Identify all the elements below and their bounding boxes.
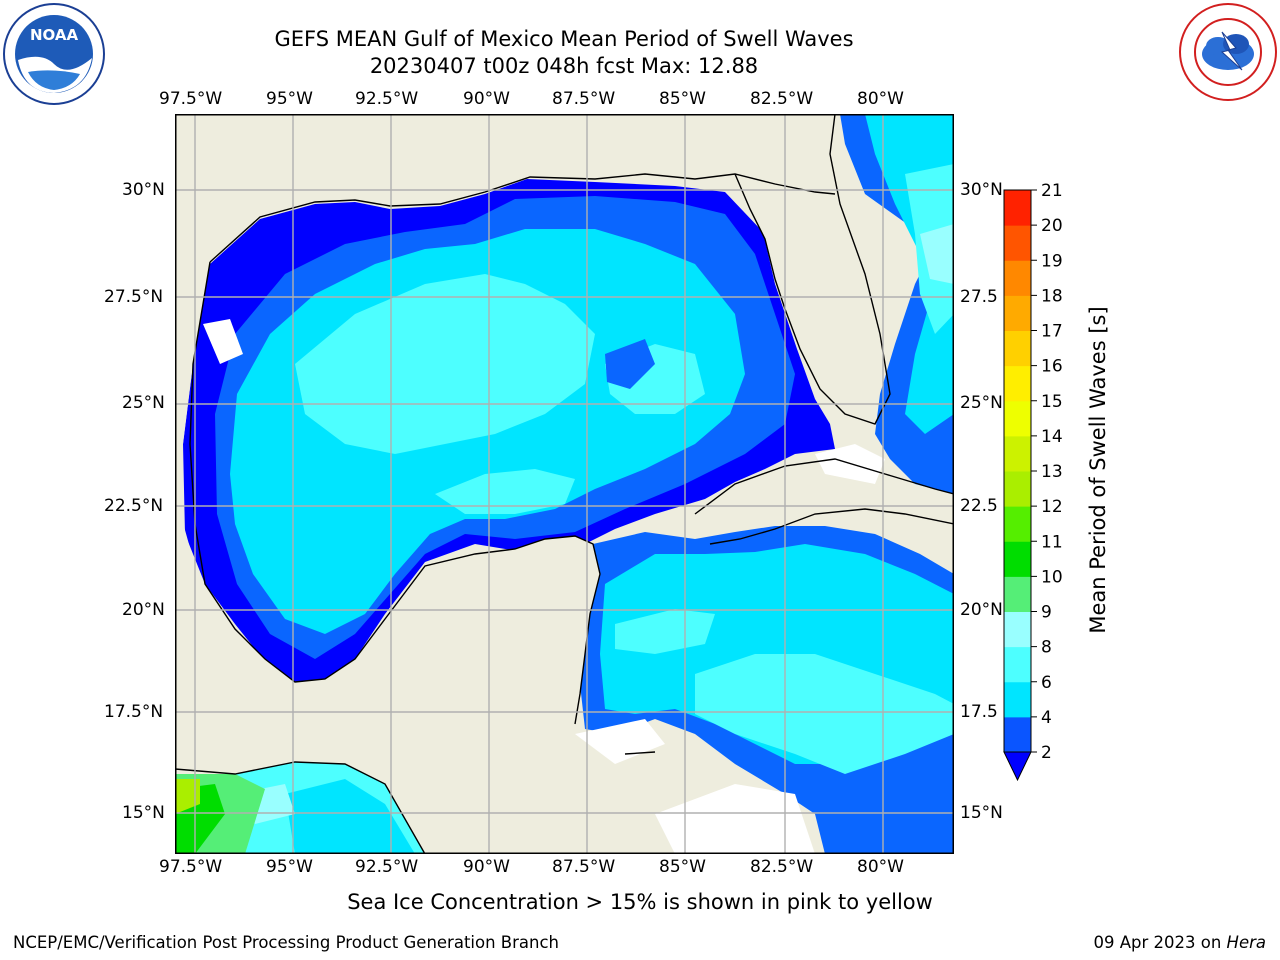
colorbar-band-17: [1004, 295, 1031, 331]
yucatan-land: [475, 536, 695, 854]
colorbar-band-4: [1004, 681, 1031, 718]
colorbar-band-20: [1004, 190, 1031, 226]
colorbar-tick-label-16: 16: [1041, 357, 1063, 377]
lon-label-top-1: 95°W: [266, 89, 313, 109]
lon-label-top-2: 92.5°W: [355, 89, 419, 109]
lat-label-right-2: 25°N: [960, 393, 1003, 413]
map-panel: [175, 114, 954, 854]
footer-left: NCEP/EMC/Verification Post Processing Pr…: [13, 933, 559, 952]
colorbar-band-11: [1004, 506, 1031, 542]
footer-date: 09 Apr 2023 on: [1093, 933, 1227, 952]
colorbar-tick-label-17: 17: [1041, 322, 1063, 342]
map-canvas: [175, 114, 954, 854]
chart-title: GEFS MEAN Gulf of Mexico Mean Period of …: [274, 27, 854, 51]
colorbar-band-15: [1004, 365, 1031, 402]
lat-label-left-5: 17.5°N: [104, 702, 164, 722]
lon-label-bottom-4: 87.5°W: [552, 857, 616, 877]
lon-label-top-6: 82.5°W: [750, 89, 814, 109]
colorbar-tick-label-14: 14: [1041, 427, 1063, 447]
lat-label-left-1: 27.5°N: [104, 287, 164, 307]
lat-label-right-6: 15°N: [960, 803, 1003, 823]
colorbar-tick-label-10: 10: [1041, 567, 1063, 587]
lon-label-top-4: 87.5°W: [552, 89, 616, 109]
us-gulf-coast-land: [175, 114, 840, 474]
lat-label-right-4: 20°N: [960, 600, 1003, 620]
lat-label-right-3: 22.5: [960, 496, 998, 516]
colorbar-band-12: [1004, 471, 1031, 507]
colorbar-band-14: [1004, 400, 1031, 437]
colorbar-band-13: [1004, 435, 1031, 472]
colorbar-title: Mean Period of Swell Waves [s]: [1086, 306, 1110, 634]
colorbar-tick-label-12: 12: [1041, 497, 1063, 517]
colorbar-band-18: [1004, 260, 1031, 296]
lon-label-bottom-1: 95°W: [266, 857, 313, 877]
lon-label-top-7: 80°W: [857, 89, 904, 109]
colorbar-tick-label-15: 15: [1041, 392, 1063, 412]
noaa-text: NOAA: [30, 26, 79, 44]
colorbar-band-10: [1004, 541, 1031, 577]
lat-label-right-5: 17.5: [960, 702, 998, 722]
lon-label-top-3: 90°W: [463, 89, 510, 109]
lat-label-right-1: 27.5: [960, 287, 998, 307]
colorbar-tick-label-19: 19: [1041, 251, 1063, 271]
sea-ice-caption: Sea Ice Concentration > 15% is shown in …: [347, 890, 933, 914]
colorbar-tick-label-21: 21: [1041, 181, 1063, 201]
lat-label-left-0: 30°N: [122, 180, 165, 200]
colorbar: 2 4 6 8 9 10 11 12 13 14 15 16 17 18 19 20 21: [1003, 181, 1063, 782]
colorbar-tick-label-6: 6: [1041, 673, 1052, 693]
colorbar-tick-label-13: 13: [1041, 462, 1063, 482]
colorbar-tick-label-8: 8: [1041, 638, 1052, 658]
lon-label-bottom-5: 85°W: [659, 857, 706, 877]
footer-host: Hera: [1226, 933, 1266, 952]
lon-label-bottom-6: 82.5°W: [750, 857, 814, 877]
colorbar-under-extension: [1003, 751, 1032, 782]
chart-subtitle: 20230407 t00z 048h fcst Max: 12.88: [369, 54, 759, 78]
colorbar-tick-label-20: 20: [1041, 216, 1063, 236]
colorbar-tick-label-11: 11: [1041, 532, 1063, 552]
lon-label-bottom-7: 80°W: [857, 857, 904, 877]
gridlines: [175, 114, 954, 854]
colorbar-tick-label-9: 9: [1041, 603, 1052, 623]
lat-label-left-6: 15°N: [122, 803, 165, 823]
colorbar-band-9: [1004, 576, 1031, 612]
footer-right: 09 Apr 2023 on Hera: [1093, 933, 1266, 952]
lon-label-bottom-3: 90°W: [463, 857, 510, 877]
coastlines: [175, 114, 954, 854]
lon-label-bottom-2: 92.5°W: [355, 857, 419, 877]
lat-label-right-0: 30°N: [960, 180, 1003, 200]
lat-label-left-4: 20°N: [122, 600, 165, 620]
colorbar-tick-label-4: 4: [1041, 708, 1052, 728]
colorbar-tick-label-18: 18: [1041, 286, 1063, 306]
lat-label-left-2: 25°N: [122, 393, 165, 413]
colorbar-band-8: [1004, 611, 1031, 648]
cuba-land: [695, 459, 954, 544]
colorbar-band-2: [1004, 716, 1031, 753]
lon-label-bottom-0: 97.5°W: [159, 857, 223, 877]
colorbar-band-16: [1004, 330, 1031, 367]
colorbar-band-6: [1004, 646, 1031, 683]
colorbar-band-19: [1004, 225, 1031, 261]
colorbar-tick-label-2: 2: [1041, 743, 1052, 763]
lat-label-left-3: 22.5°N: [104, 496, 164, 516]
noaa-logo-icon: NOAA: [3, 3, 105, 105]
nws-logo-icon: [1179, 3, 1277, 101]
lon-label-top-5: 85°W: [659, 89, 706, 109]
lon-label-top-0: 97.5°W: [159, 89, 223, 109]
